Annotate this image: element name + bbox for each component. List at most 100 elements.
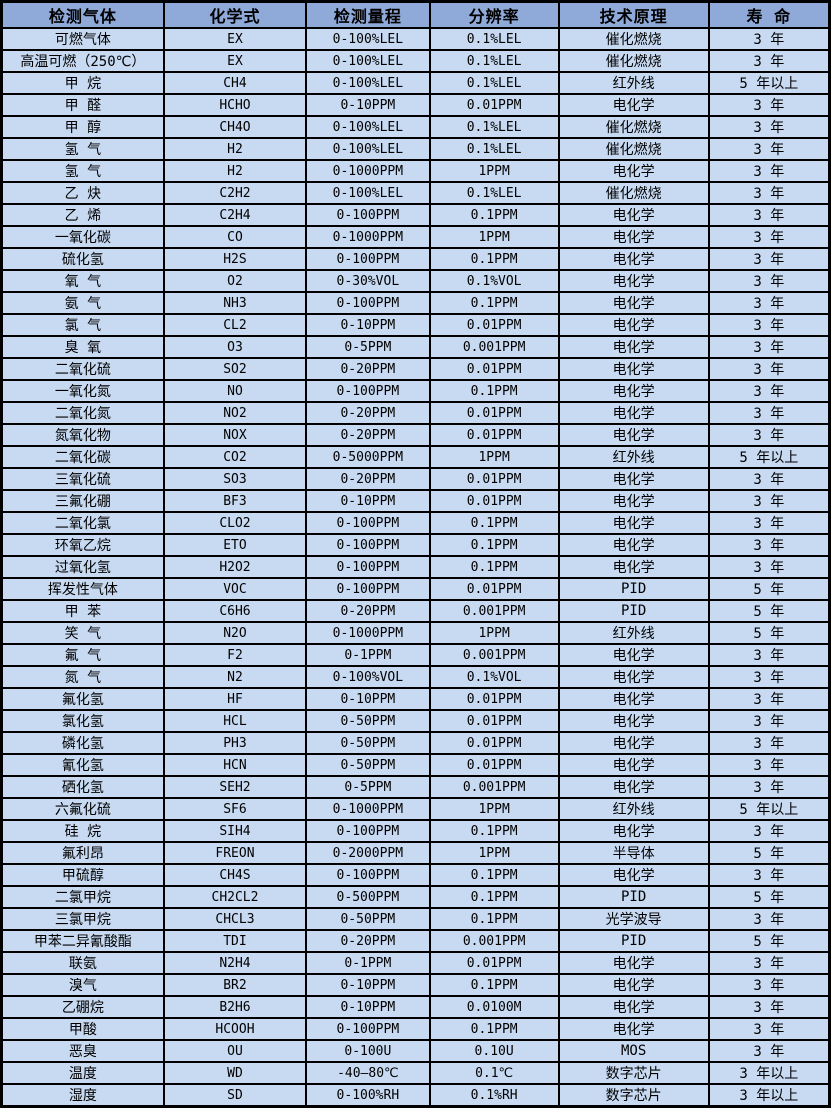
cell-gas-name: 一氧化氮	[0, 379, 165, 403]
cell-technology: 催化燃烧	[557, 49, 710, 73]
cell-resolution: 0.001PPM	[428, 335, 560, 359]
cell-technology: 电化学	[557, 863, 710, 887]
cell-technology: 电化学	[557, 533, 710, 557]
cell-lifespan: 5 年	[707, 841, 831, 865]
cell-resolution: 0.1PPM	[428, 203, 560, 227]
cell-resolution: 1PPM	[428, 159, 560, 183]
cell-chemical-formula: CH4S	[162, 863, 308, 887]
cell-resolution: 0.01PPM	[428, 489, 560, 513]
cell-gas-name: 甲 苯	[0, 599, 165, 623]
table-row: 氮 气 N2 0-100%VOL 0.1%VOL 电化学 3 年	[0, 665, 831, 689]
table-row: 三氯甲烷 CHCL3 0-50PPM 0.1PPM 光学波导 3 年	[0, 907, 831, 931]
cell-detection-range: 0-1000PPM	[305, 621, 431, 645]
cell-resolution: 0.1%RH	[428, 1083, 560, 1108]
cell-gas-name: 三氧化硫	[0, 467, 165, 491]
cell-technology: 电化学	[557, 467, 710, 491]
cell-chemical-formula: C6H6	[162, 599, 308, 623]
cell-lifespan: 3 年	[707, 1017, 831, 1041]
cell-detection-range: 0-100PPM	[305, 819, 431, 843]
cell-gas-name: 过氧化氢	[0, 555, 165, 579]
cell-chemical-formula: OU	[162, 1039, 308, 1063]
cell-detection-range: 0-100%LEL	[305, 137, 431, 161]
cell-technology: 催化燃烧	[557, 181, 710, 205]
cell-chemical-formula: BR2	[162, 973, 308, 997]
column-header-lifespan: 寿 命	[707, 0, 831, 29]
cell-detection-range: 0-100%LEL	[305, 181, 431, 205]
cell-gas-name: 甲 醛	[0, 93, 165, 117]
cell-lifespan: 3 年	[707, 489, 831, 513]
table-row: 环氧乙烷 ETO 0-100PPM 0.1PPM 电化学 3 年	[0, 533, 831, 557]
cell-chemical-formula: ETO	[162, 533, 308, 557]
cell-gas-name: 二氧化硫	[0, 357, 165, 381]
cell-detection-range: 0-20PPM	[305, 929, 431, 953]
cell-gas-name: 二氧化氯	[0, 511, 165, 535]
cell-resolution: 0.1PPM	[428, 247, 560, 271]
cell-resolution: 0.01PPM	[428, 577, 560, 601]
cell-detection-range: 0-5PPM	[305, 335, 431, 359]
cell-lifespan: 3 年	[707, 313, 831, 337]
cell-lifespan: 3 年	[707, 159, 831, 183]
cell-gas-name: 甲 烷	[0, 71, 165, 95]
cell-lifespan: 3 年	[707, 401, 831, 425]
cell-technology: 红外线	[557, 621, 710, 645]
cell-detection-range: 0-500PPM	[305, 885, 431, 909]
cell-resolution: 0.0100M	[428, 995, 560, 1019]
cell-lifespan: 3 年	[707, 93, 831, 117]
cell-technology: 催化燃烧	[557, 27, 710, 51]
cell-detection-range: 0-100%LEL	[305, 115, 431, 139]
cell-detection-range: 0-100PPM	[305, 555, 431, 579]
cell-resolution: 0.1PPM	[428, 863, 560, 887]
cell-gas-name: 磷化氢	[0, 731, 165, 755]
cell-gas-name: 氮 气	[0, 665, 165, 689]
cell-technology: MOS	[557, 1039, 710, 1063]
cell-chemical-formula: CH4	[162, 71, 308, 95]
cell-resolution: 0.001PPM	[428, 775, 560, 799]
cell-chemical-formula: VOC	[162, 577, 308, 601]
cell-lifespan: 3 年	[707, 203, 831, 227]
cell-gas-name: 挥发性气体	[0, 577, 165, 601]
table-row: 氯 气 CL2 0-10PPM 0.01PPM 电化学 3 年	[0, 313, 831, 337]
cell-gas-name: 甲酸	[0, 1017, 165, 1041]
table-row: 溴气 BR2 0-10PPM 0.1PPM 电化学 3 年	[0, 973, 831, 997]
cell-detection-range: 0-100%VOL	[305, 665, 431, 689]
cell-resolution: 0.01PPM	[428, 357, 560, 381]
cell-chemical-formula: H2S	[162, 247, 308, 271]
cell-technology: 电化学	[557, 423, 710, 447]
cell-chemical-formula: C2H4	[162, 203, 308, 227]
table-row: 氟 气 F2 0-1PPM 0.001PPM 电化学 3 年	[0, 643, 831, 667]
cell-chemical-formula: HCL	[162, 709, 308, 733]
cell-resolution: 0.01PPM	[428, 951, 560, 975]
column-header-gas-name: 检测气体	[0, 0, 165, 29]
cell-gas-name: 六氟化硫	[0, 797, 165, 821]
cell-lifespan: 5 年以上	[707, 797, 831, 821]
table-body: 可燃气体 EX 0-100%LEL 0.1%LEL 催化燃烧 3 年高温可燃（250℃） E…	[0, 27, 831, 1108]
table-row: 过氧化氢 H2O2 0-100PPM 0.1PPM 电化学 3 年	[0, 555, 831, 579]
cell-lifespan: 3 年	[707, 907, 831, 931]
cell-resolution: 0.001PPM	[428, 643, 560, 667]
cell-lifespan: 3 年	[707, 665, 831, 689]
cell-lifespan: 3 年	[707, 819, 831, 843]
cell-technology: 电化学	[557, 203, 710, 227]
cell-resolution: 0.1PPM	[428, 291, 560, 315]
cell-detection-range: 0-1000PPM	[305, 797, 431, 821]
cell-detection-range: 0-100PPM	[305, 533, 431, 557]
cell-detection-range: 0-100PPM	[305, 203, 431, 227]
cell-technology: 电化学	[557, 401, 710, 425]
table-row: 硅 烷 SIH4 0-100PPM 0.1PPM 电化学 3 年	[0, 819, 831, 843]
cell-gas-name: 氟化氢	[0, 687, 165, 711]
cell-technology: PID	[557, 577, 710, 601]
cell-detection-range: 0-10PPM	[305, 995, 431, 1019]
cell-technology: 电化学	[557, 555, 710, 579]
cell-resolution: 0.1%LEL	[428, 71, 560, 95]
column-header-chemical-formula: 化学式	[162, 0, 308, 29]
cell-lifespan: 3 年	[707, 753, 831, 777]
cell-resolution: 0.1%LEL	[428, 27, 560, 51]
cell-gas-name: 溴气	[0, 973, 165, 997]
cell-gas-name: 笑 气	[0, 621, 165, 645]
cell-technology: 电化学	[557, 511, 710, 535]
cell-gas-name: 硅 烷	[0, 819, 165, 843]
cell-lifespan: 3 年	[707, 1039, 831, 1063]
table-row: 六氟化硫 SF6 0-1000PPM 1PPM 红外线 5 年以上	[0, 797, 831, 821]
cell-resolution: 0.01PPM	[428, 687, 560, 711]
cell-resolution: 0.1PPM	[428, 1017, 560, 1041]
